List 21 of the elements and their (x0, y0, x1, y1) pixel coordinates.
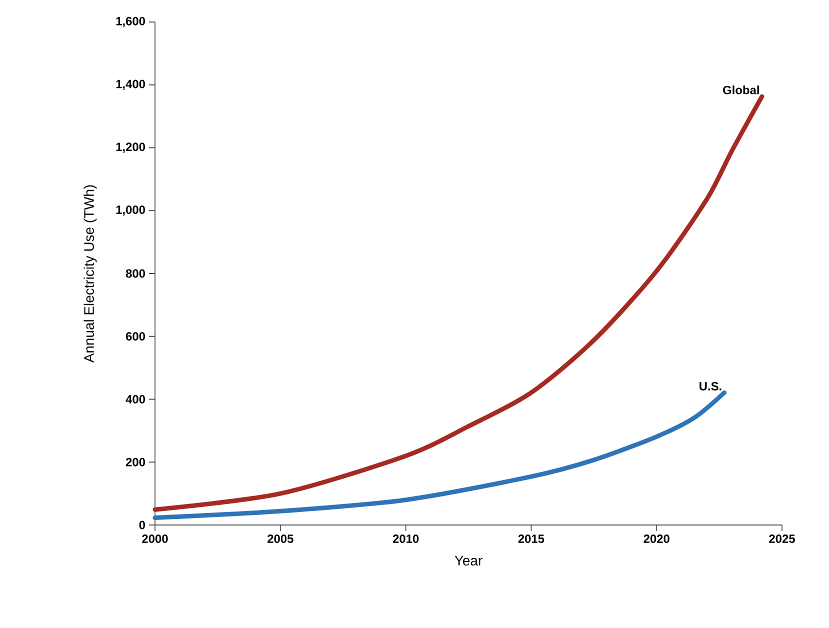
y-tick-label: 800 (126, 269, 145, 278)
y-axis-title: Annual Electricity Use (TWh) (84, 185, 97, 363)
x-tick-label: 2020 (644, 534, 670, 543)
x-tick-label: 2000 (142, 534, 168, 543)
x-tick-label: 2025 (769, 534, 795, 543)
y-tick-label: 200 (126, 458, 145, 466)
y-tick-label: 400 (126, 395, 145, 404)
y-tick-label: 0 (139, 520, 145, 530)
y-tick-label: 1,200 (116, 142, 145, 153)
x-tick-label: 2005 (268, 534, 294, 543)
line-series (152, 94, 764, 512)
y-tick-label: 1,400 (116, 80, 145, 90)
x-tick-label: 2015 (518, 534, 544, 543)
y-tick-label: 600 (126, 332, 145, 341)
x-tick-label: 2010 (392, 534, 419, 543)
line-series (152, 390, 727, 520)
y-tick-label: 1,000 (116, 206, 145, 216)
series-label: Global (723, 86, 759, 94)
y-tick-label: 1,600 (116, 16, 145, 28)
x-axis-title: Year (454, 556, 482, 566)
series-label: U.S. (700, 382, 722, 390)
